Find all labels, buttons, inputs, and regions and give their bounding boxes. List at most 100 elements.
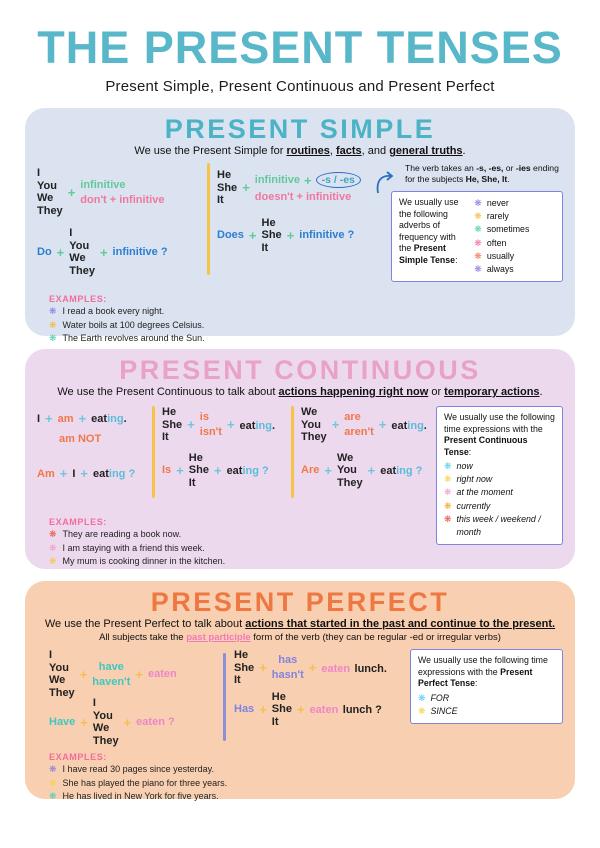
object: lunch. [354,662,387,675]
negative-form: don't + infinitive [80,193,165,206]
present-simple-heading: PRESENT SIMPLE [164,114,436,144]
header: THE PRESENT TENSES Present Simple, Prese… [0,0,600,96]
asterisk-icon: ❋ [49,777,57,788]
subject-stack: He She It [162,406,183,443]
note-text: . [507,174,510,184]
box-text: We usually use the following adverbs of … [399,197,459,253]
question-formula: Am + I + eat ing ? [37,467,145,480]
continuous-side-column: We usually use the following time expres… [436,406,563,546]
box-text: We usually use the following time expres… [418,655,548,677]
asterisk-icon: ❋ [49,556,57,566]
subject-stack: We You They [301,406,327,443]
example-text: She has played the piano for three years… [62,777,228,788]
asterisk-icon: ❋ [49,306,57,316]
divider [207,163,210,275]
curved-arrow-icon [376,171,394,194]
negative-form: haven't [92,675,131,688]
intro-text: We use the Present Simple for [134,145,287,157]
adverb-label: usually [486,250,515,261]
example-text: He has lived in New York for five years. [62,791,219,801]
negative-form: doesn't + infinitive [254,191,352,204]
asterisk-icon: ❋ [444,487,452,498]
intro-keyword: routines [286,145,330,157]
example-text: I have read 30 pages since yesterday. [62,764,214,774]
plus-icon: + [79,666,88,682]
box-text: : [468,446,472,457]
expression-label: now [456,461,473,471]
past-participle: eaten ? [136,716,175,728]
plus-icon: + [296,701,305,717]
asterisk-icon: ❋ [444,513,452,524]
verb-stem: eat [92,467,109,480]
intro-text: . [539,386,543,398]
verb-stem: eat [226,465,243,478]
time-expressions-list: ❋ now ❋ right now ❋ at the moment ❋ currentl… [444,460,555,539]
asterisk-icon: ❋ [49,529,57,539]
subject-stack: He She It [234,649,255,686]
affirmative-formula: We You They + are aren't + eating. [301,406,429,444]
present-perfect-examples: EXAMPLES: ❋ I have read 30 pages since ye… [37,752,563,804]
plus-icon: + [367,462,376,478]
negative-form-row: am NOT [59,429,145,447]
affirmative-formula: I You We They + infinitive don't + infin… [37,167,200,217]
box-text: : [455,254,458,265]
example-item: ❋ He has lived in New York for five years… [49,790,563,804]
adverb-label: rarely [486,211,509,222]
subject-stack: I You We They [37,167,63,217]
plus-icon: + [176,462,184,478]
note-text: The verb takes an [405,163,477,173]
example-text: They are reading a book now. [62,529,182,539]
plus-icon: + [308,660,317,676]
asterisk-icon: ❋ [49,333,57,343]
negative-form: am NOT [59,433,102,445]
time-expressions-box: We usually use the following time expres… [410,649,563,724]
list-item: ❋ FOR [418,692,555,705]
example-text: Water boils at 100 degrees Celsius. [62,319,205,330]
note-text: All subjects take the [99,632,187,643]
asterisk-icon: ❋ [474,198,482,208]
s-es-ending-badge: -s / -es [315,172,361,189]
plus-icon: + [123,714,132,730]
plus-icon: + [45,411,53,426]
present-perfect-intro: We use the Present Perfect to talk about… [37,618,563,630]
period: . [123,412,127,425]
box-bold: Present Simple Tense [399,243,456,265]
subject-stack: I You We They [92,697,119,747]
subject-stack: He She It [261,216,282,254]
subject-stack: We You They [336,451,363,489]
affirmative-formula: I You We They + have haven't + eaten [49,649,215,699]
example-item: ❋ I read a book every night. [49,305,563,319]
page-title: THE PRESENT TENSES [37,22,563,73]
example-text: I am staying with a friend this week. [62,542,205,553]
negative-form: aren't [344,426,374,439]
asterisk-icon: ❋ [444,500,452,511]
perfect-group-iyouwethey: I You We They + have haven't + eaten Hav… [37,649,215,747]
list-item: ❋ often [474,237,555,250]
question-formula: Has + He She It + eaten lunch ? [234,691,402,729]
list-item: ❋ usually [474,250,555,263]
intro-keyword: general truths [389,145,463,157]
affirmative-formula: He She It + infinitive + -s / -es doesn'… [217,169,372,207]
asterisk-icon: ❋ [49,764,57,774]
verb-ending: ing ? [242,465,269,478]
period: . [423,419,427,432]
present-continuous-intro: We use the Present Continuous to talk ab… [37,386,563,398]
plus-icon: + [248,227,257,243]
plus-icon: + [304,172,312,188]
past-participle: eaten [321,662,351,675]
example-item: ❋ She has played the piano for three year… [49,777,563,791]
subject-stack: I You We They [49,649,75,699]
note-text: or [503,163,516,173]
intro-keyword: facts [335,145,362,157]
positive-form: infinitive [254,174,301,187]
positive-form: infinitive [80,178,126,191]
simple-group-iyouwethey: I You We They + infinitive don't + infin… [37,163,200,291]
note-text: ending for the subjects [405,163,559,184]
perfect-side-column: We usually use the following time expres… [410,649,563,724]
past-participle-note: All subjects take the past participle fo… [37,632,563,643]
example-item: ❋ I am staying with a friend this week. [49,542,563,556]
verb-ending: ing [407,419,424,432]
subject-stack: He She It [217,169,238,206]
intro-text: , [329,145,336,157]
question-verb: infinitive ? [299,229,355,242]
